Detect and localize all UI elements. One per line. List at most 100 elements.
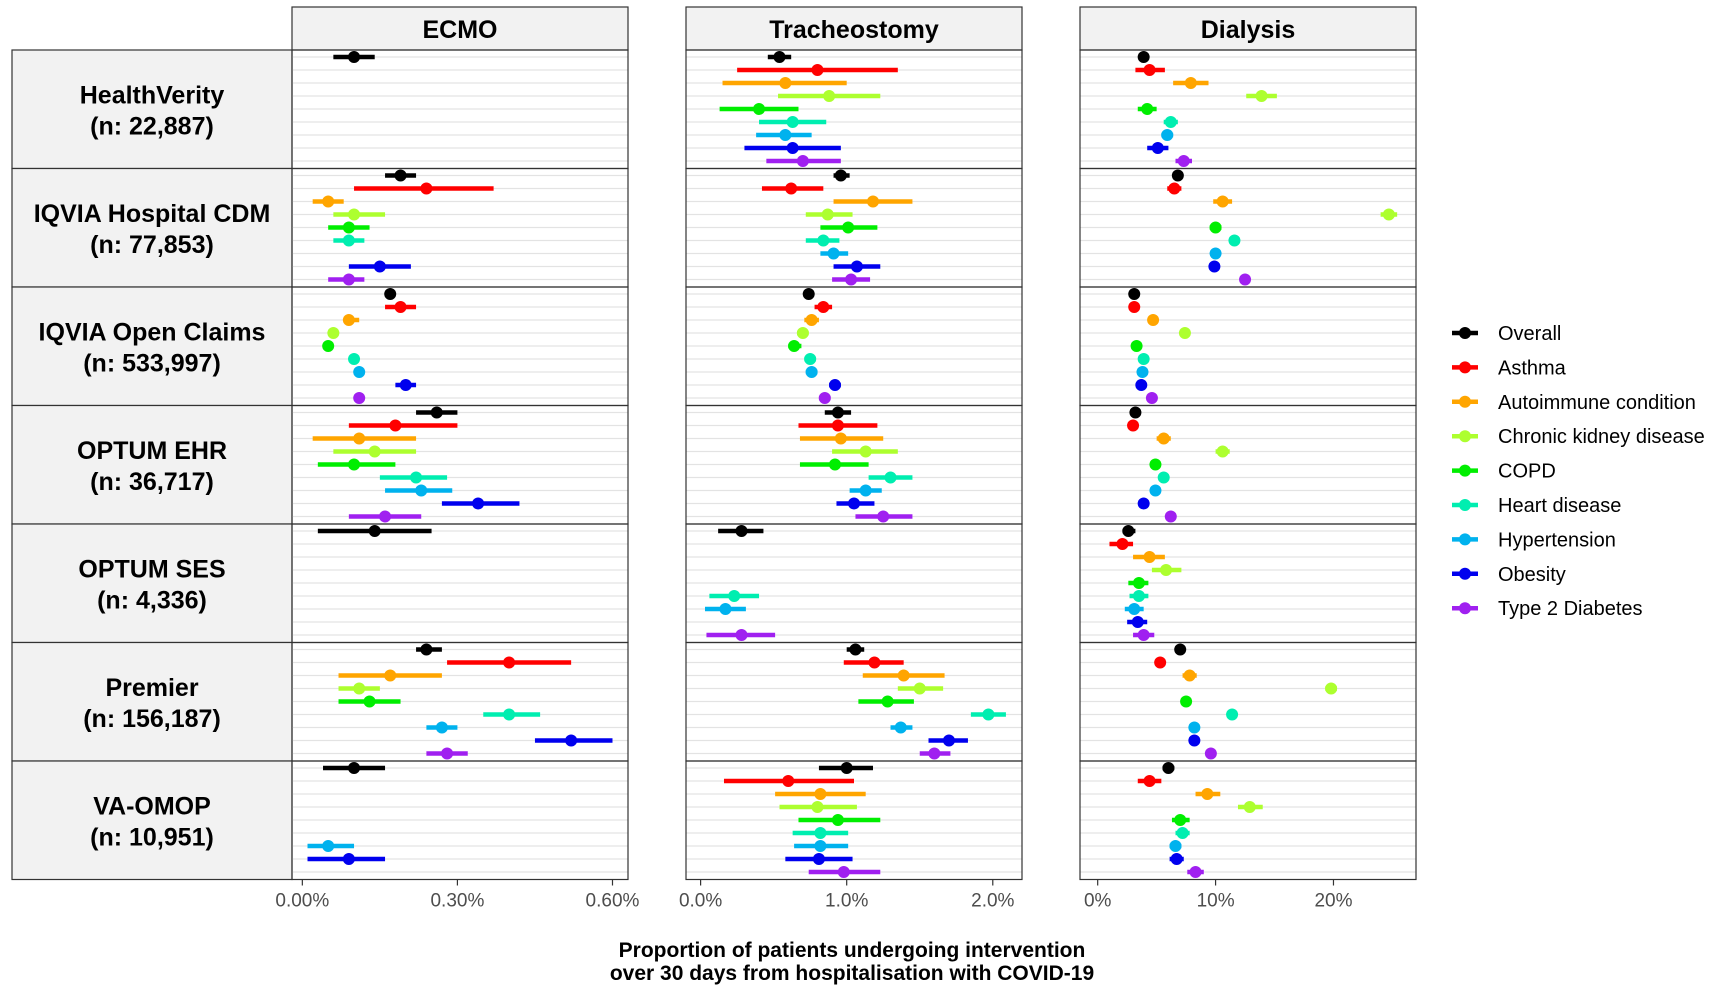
- panel-tracheostomy: [685, 49, 1023, 881]
- legend-item-asthma: Asthma: [1452, 357, 1567, 379]
- database-n-label: (n: 4,336): [97, 586, 207, 614]
- point-autoimmune-condition: [814, 788, 827, 800]
- point-overall: [834, 169, 847, 182]
- point-overall: [849, 643, 862, 656]
- point-chronic-kidney-disease: [823, 90, 836, 102]
- point-autoimmune-condition: [834, 432, 847, 445]
- point-hypertension: [814, 840, 827, 852]
- point-hypertension: [1209, 247, 1222, 260]
- legend-key-point: [1459, 464, 1471, 477]
- point-heart-disease: [1226, 708, 1239, 721]
- point-hypertension: [827, 247, 840, 260]
- point-chronic-kidney-disease: [913, 682, 926, 695]
- legend-key-point: [1459, 430, 1471, 443]
- point-copd: [1149, 458, 1162, 471]
- database-name-label: OPTUM SES: [78, 555, 225, 583]
- point-asthma: [1143, 775, 1156, 787]
- point-chronic-kidney-disease: [821, 208, 834, 221]
- point-obesity: [1137, 497, 1150, 510]
- point-hypertension: [1128, 603, 1141, 615]
- point-overall: [348, 762, 361, 774]
- database-name-label: HealthVerity: [80, 81, 225, 109]
- point-overall: [368, 525, 381, 537]
- point-type-2-diabetes: [1137, 629, 1150, 641]
- legend-item-type-2-diabetes: Type 2 Diabetes: [1452, 598, 1643, 620]
- legend-item-autoimmune-condition: Autoimmune condition: [1452, 392, 1696, 414]
- point-obesity: [829, 379, 842, 391]
- point-heart-disease: [1228, 234, 1241, 247]
- x-tick-label-dialysis: 0%: [1084, 891, 1112, 912]
- point-overall: [1174, 643, 1187, 656]
- point-type-2-diabetes: [1164, 510, 1177, 523]
- x-tick-label-dialysis: 20%: [1314, 891, 1352, 912]
- point-type-2-diabetes: [342, 273, 355, 286]
- database-name-label: IQVIA Hospital CDM: [34, 200, 271, 228]
- point-heart-disease: [728, 590, 741, 602]
- point-copd: [788, 340, 801, 352]
- legend-key-point: [1459, 533, 1471, 546]
- point-hypertension: [322, 840, 335, 852]
- point-chronic-kidney-disease: [1325, 682, 1338, 695]
- legend-item-heart-disease: Heart disease: [1452, 495, 1621, 517]
- point-overall: [840, 762, 853, 774]
- legend-key-point: [1459, 395, 1471, 408]
- point-hypertension: [1169, 840, 1182, 852]
- point-overall: [394, 169, 407, 182]
- legend-label: Obesity: [1498, 564, 1566, 586]
- point-asthma: [394, 301, 407, 313]
- point-chronic-kidney-disease: [1382, 208, 1395, 221]
- legend-label: COPD: [1498, 461, 1556, 483]
- database-row-labels: HealthVerity (n: 22,887) IQVIA Hospital CD…: [11, 49, 293, 881]
- legend-item-chronic-kidney-disease: Chronic kidney disease: [1452, 426, 1705, 448]
- point-type-2-diabetes: [441, 747, 454, 760]
- point-overall: [1122, 525, 1135, 537]
- point-asthma: [782, 775, 795, 787]
- x-tick-label-ecmo: 0.30%: [430, 891, 484, 912]
- facet-strips: ECMO Tracheostomy Dialysis: [291, 6, 1417, 51]
- point-obesity: [1208, 260, 1221, 273]
- legend-key-point: [1459, 361, 1471, 374]
- panel-title-tracheostomy: Tracheostomy: [769, 16, 939, 44]
- point-asthma: [420, 182, 433, 195]
- legend-label: Hypertension: [1498, 529, 1616, 551]
- facet-panels: [291, 49, 1417, 881]
- point-autoimmune-condition: [384, 669, 397, 682]
- point-obesity: [1135, 379, 1148, 391]
- point-obesity: [942, 734, 955, 747]
- panel-title-ecmo: ECMO: [423, 16, 498, 44]
- database-n-label: (n: 10,951): [90, 823, 214, 851]
- point-copd: [1180, 695, 1193, 708]
- point-copd: [342, 221, 355, 234]
- point-type-2-diabetes: [837, 866, 850, 878]
- point-asthma: [1154, 656, 1167, 669]
- x-tick-label-tracheostomy: 1.0%: [825, 891, 868, 912]
- legend-label: Heart disease: [1498, 495, 1621, 517]
- x-axis-title-line-1: Proportion of patients undergoing interv…: [619, 939, 1086, 962]
- row-strip-va-omop: [11, 760, 293, 881]
- point-copd: [322, 340, 335, 352]
- point-overall: [420, 643, 433, 656]
- point-autoimmune-condition: [1184, 77, 1197, 89]
- row-strip-premier: [11, 641, 293, 762]
- legend-item-copd: COPD: [1452, 461, 1556, 483]
- point-overall: [831, 406, 844, 419]
- point-autoimmune-condition: [897, 669, 910, 682]
- point-hypertension: [435, 721, 448, 734]
- point-copd: [881, 695, 894, 708]
- legend-item-hypertension: Hypertension: [1452, 529, 1616, 551]
- point-copd: [363, 695, 376, 708]
- point-heart-disease: [1176, 827, 1189, 839]
- point-asthma: [811, 64, 824, 76]
- point-heart-disease: [1132, 590, 1145, 602]
- point-autoimmune-condition: [342, 314, 355, 326]
- point-overall: [773, 51, 786, 63]
- x-tick-label-dialysis: 10%: [1197, 891, 1235, 912]
- strip-tracheostomy: [685, 6, 1023, 51]
- point-asthma: [1128, 301, 1141, 313]
- point-chronic-kidney-disease: [811, 801, 824, 813]
- point-hypertension: [1161, 129, 1174, 141]
- point-overall: [1129, 406, 1142, 419]
- panel-cell-border: [291, 760, 629, 881]
- database-n-label: (n: 36,717): [90, 468, 214, 496]
- point-copd: [831, 814, 844, 826]
